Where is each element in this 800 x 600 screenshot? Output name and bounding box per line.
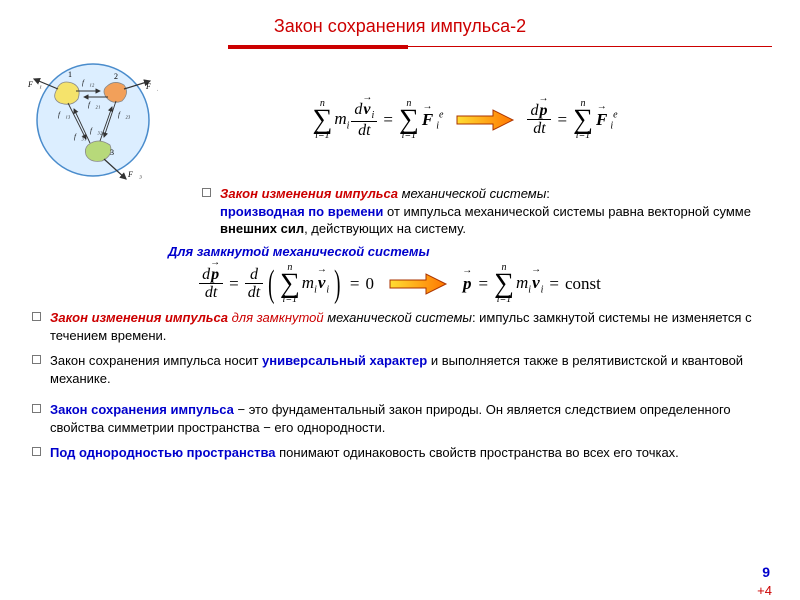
bullet-fundamental: Закон сохранения импульса − это фундамен… xyxy=(28,401,772,436)
svg-text:3: 3 xyxy=(110,148,114,157)
page-number: 9 xyxy=(762,564,770,580)
title-rule xyxy=(228,45,772,49)
svg-text:2: 2 xyxy=(114,72,118,81)
svg-text:F⃗₃: F⃗₃ xyxy=(127,170,142,179)
svg-text:F⃗₁: F⃗₁ xyxy=(28,80,42,89)
eq2-right: p = n∑i=1 mivi = const xyxy=(462,263,601,305)
closed-system-heading: Для замкнутой механической системы xyxy=(168,244,772,259)
bullet-closed-system-law: Закон изменения импульса для замкнутой м… xyxy=(28,309,772,344)
implication-arrow-icon xyxy=(455,108,515,132)
implication-arrow-icon xyxy=(388,272,448,296)
bullet-homogeneity: Под однородностью пространства понимают … xyxy=(28,444,772,462)
equation-row-1: n∑i=1 mi dvidt = n∑i=1 Fie dpdt = n∑i xyxy=(158,99,772,141)
svg-text:f⃗₃₁: f⃗₃₁ xyxy=(74,133,86,141)
svg-text:f⃗₃₂: f⃗₃₂ xyxy=(90,127,103,135)
equation-row-2: dpdt = ddt ( n∑i=1 mivi ) = 0 p = n∑i=1 … xyxy=(28,263,772,305)
svg-text:1: 1 xyxy=(68,70,72,79)
svg-text:f⃗₂₁: f⃗₂₁ xyxy=(88,101,100,109)
eq1-right: dpdt = n∑i=1 Fie xyxy=(527,99,617,141)
bullet-law-change-system: Закон изменения импульса механической си… xyxy=(198,185,762,238)
page-title: Закон сохранения импульса-2 xyxy=(28,16,772,37)
svg-text:F⃗₂: F⃗₂ xyxy=(145,82,158,91)
svg-text:f⃗₁₃: f⃗₁₃ xyxy=(58,111,71,119)
eq1-left: n∑i=1 mi dvidt = n∑i=1 Fie xyxy=(312,99,443,141)
svg-text:f⃗₁₂: f⃗₁₂ xyxy=(82,79,95,87)
plus-note: +4 xyxy=(757,583,772,598)
svg-text:f⃗₂₃: f⃗₂₃ xyxy=(118,111,131,119)
bullet-universal: Закон сохранения импульса носит универса… xyxy=(28,352,772,387)
eq2-left: dpdt = ddt ( n∑i=1 mivi ) = 0 xyxy=(199,263,374,305)
system-diagram: 1 2 3 F⃗₁ F⃗₂ F⃗₃ xyxy=(28,55,158,185)
